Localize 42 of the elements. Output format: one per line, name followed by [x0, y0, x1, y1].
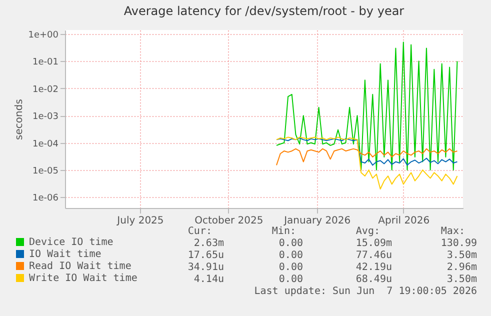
y-tick-label: 1e-06 — [32, 194, 59, 204]
legend-label: Device IO time — [29, 237, 114, 248]
y-tick-label: 1e-05 — [32, 166, 58, 176]
text: 4.14u — [194, 274, 224, 285]
text: 0.00 — [278, 262, 303, 273]
chart-title: Average latency for /dev/system/root - by year — [124, 4, 404, 18]
line-series — [276, 136, 458, 190]
text: 2.63m — [194, 238, 224, 249]
line-series — [276, 137, 458, 166]
x-tick-label: July 2025 — [116, 216, 164, 226]
text: 2.96m — [446, 262, 477, 273]
legend-label: IO Wait time — [29, 249, 102, 260]
text: 68.49u — [356, 274, 392, 285]
x-tick-label: April 2026 — [378, 216, 430, 226]
text: 42.19u — [356, 262, 392, 273]
y-tick-label: 1e-04 — [32, 139, 59, 150]
line-series — [276, 42, 458, 170]
y-axis-title: seconds — [14, 99, 26, 140]
line-series — [276, 148, 458, 166]
text: Cur: — [188, 226, 212, 237]
text: Min: — [272, 226, 296, 237]
y-tick-label: 1e-03 — [32, 112, 58, 122]
x-tick-label: January 2026 — [283, 216, 351, 226]
text: 17.65u — [188, 250, 224, 261]
text: 130.99 — [440, 238, 477, 249]
legend-label: Write IO Wait time — [29, 273, 138, 284]
text: 0.00 — [278, 238, 303, 249]
text: 15.09m — [356, 238, 392, 249]
text: 0.00 — [278, 274, 303, 285]
text: 3.50m — [446, 274, 477, 285]
text: Last update: Sun Jun 7 19:00:05 2026 — [254, 286, 477, 297]
text: Avg: — [356, 226, 380, 237]
y-tick-label: 1e-02 — [32, 84, 58, 95]
text: 34.91u — [188, 262, 224, 273]
y-tick-label: 1e+00 — [28, 30, 59, 40]
text: 0.00 — [278, 250, 303, 261]
x-tick-label: October 2025 — [194, 216, 264, 226]
text: 3.50m — [446, 250, 477, 261]
legend-label: Read IO Wait time — [29, 261, 132, 272]
y-tick-label: 1e-01 — [32, 58, 58, 68]
text: 77.46u — [356, 250, 392, 261]
text: Max: — [440, 226, 465, 237]
